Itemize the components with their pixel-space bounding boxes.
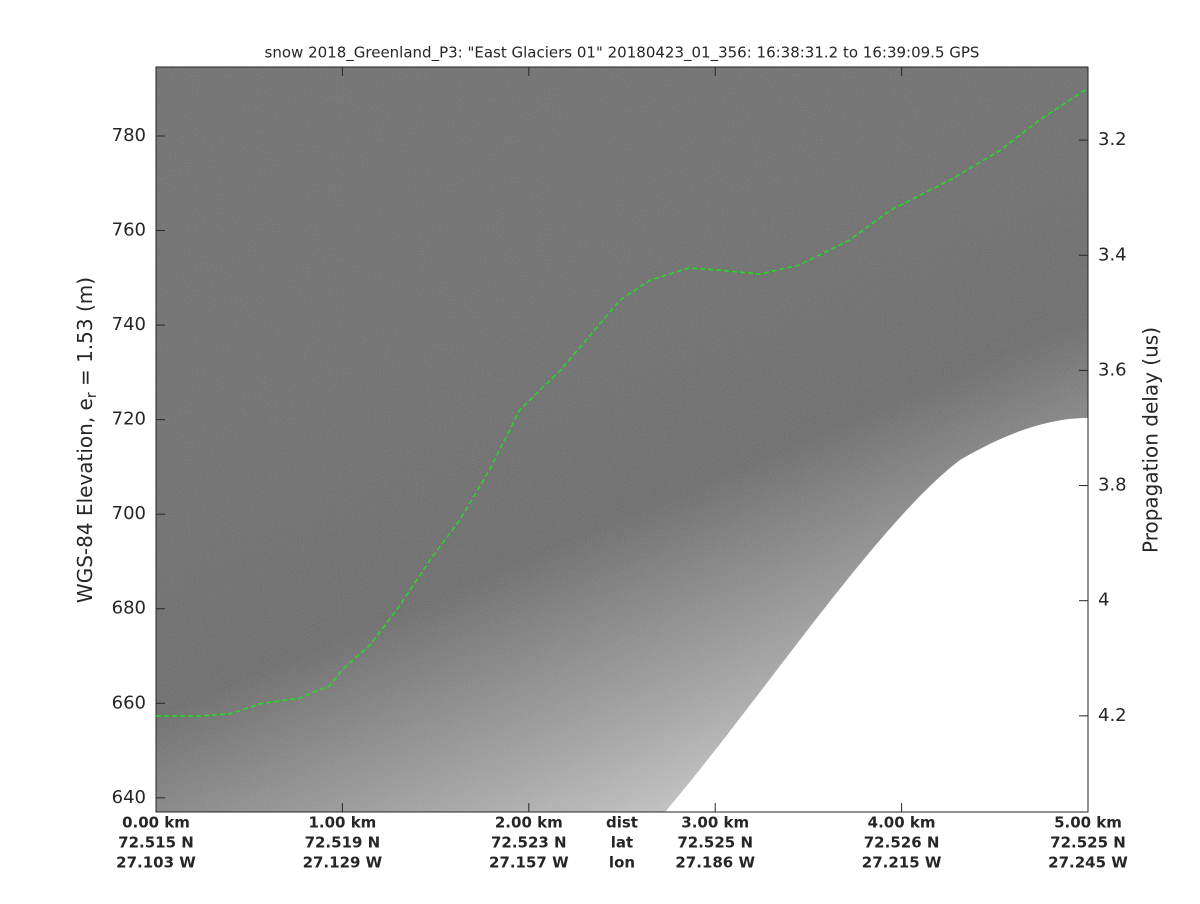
lon-label: 27.157 W xyxy=(489,854,569,872)
lat-label: 72.519 N xyxy=(305,834,381,852)
y2-axis-label: Propagation delay (us) xyxy=(1139,327,1163,553)
y-axis-label: WGS-84 Elevation, er = 1.53 (m) xyxy=(73,277,101,603)
y-tick-label: 760 xyxy=(112,220,146,241)
y-tick-label: 720 xyxy=(112,409,146,430)
y2-tick-label: 3.8 xyxy=(1098,475,1127,496)
plot-frame xyxy=(155,66,1089,813)
y2-tick-label: 4 xyxy=(1098,590,1109,611)
lon-label: 27.129 W xyxy=(303,854,383,872)
row-label: lat xyxy=(611,834,633,852)
y-tick-label: 780 xyxy=(112,125,146,146)
y2-tick-label: 3.2 xyxy=(1098,129,1127,150)
lat-label: 72.525 N xyxy=(677,834,753,852)
lat-label: 72.525 N xyxy=(1050,834,1126,852)
x-tick-label: 0.00 km xyxy=(122,814,190,832)
y-tick-label: 700 xyxy=(112,503,146,524)
y2-tick-label: 3.4 xyxy=(1098,244,1127,265)
lat-label: 72.523 N xyxy=(491,834,567,852)
y-tick-label: 740 xyxy=(112,314,146,335)
y-label-part: = 1.53 (m) xyxy=(73,277,97,392)
y-label-part: WGS-84 Elevation, e xyxy=(73,398,97,603)
x-tick-label: 3.00 km xyxy=(681,814,749,832)
x-tick-label: 4.00 km xyxy=(868,814,936,832)
y-label-sub: r xyxy=(84,392,100,398)
lon-label: 27.186 W xyxy=(675,854,755,872)
row-label: dist xyxy=(606,814,638,832)
row-label: lon xyxy=(609,854,635,872)
y-tick-label: 660 xyxy=(112,692,146,713)
y2-tick-label: 3.6 xyxy=(1098,359,1127,380)
surface-line xyxy=(156,87,1089,717)
x-tick-label: 5.00 km xyxy=(1054,814,1122,832)
lon-label: 27.245 W xyxy=(1048,854,1128,872)
y-tick-label: 680 xyxy=(112,598,146,619)
x-tick-label: 2.00 km xyxy=(495,814,563,832)
y2-tick-label: 4.2 xyxy=(1098,705,1127,726)
y-tick-label: 640 xyxy=(112,787,146,808)
chart-title: snow 2018_Greenland_P3: "East Glaciers 0… xyxy=(265,44,980,63)
lon-label: 27.103 W xyxy=(116,854,196,872)
x-tick-label: 1.00 km xyxy=(308,814,376,832)
lon-label: 27.215 W xyxy=(862,854,942,872)
lat-label: 72.526 N xyxy=(864,834,940,852)
echogram xyxy=(156,67,1088,812)
lat-label: 72.515 N xyxy=(118,834,194,852)
